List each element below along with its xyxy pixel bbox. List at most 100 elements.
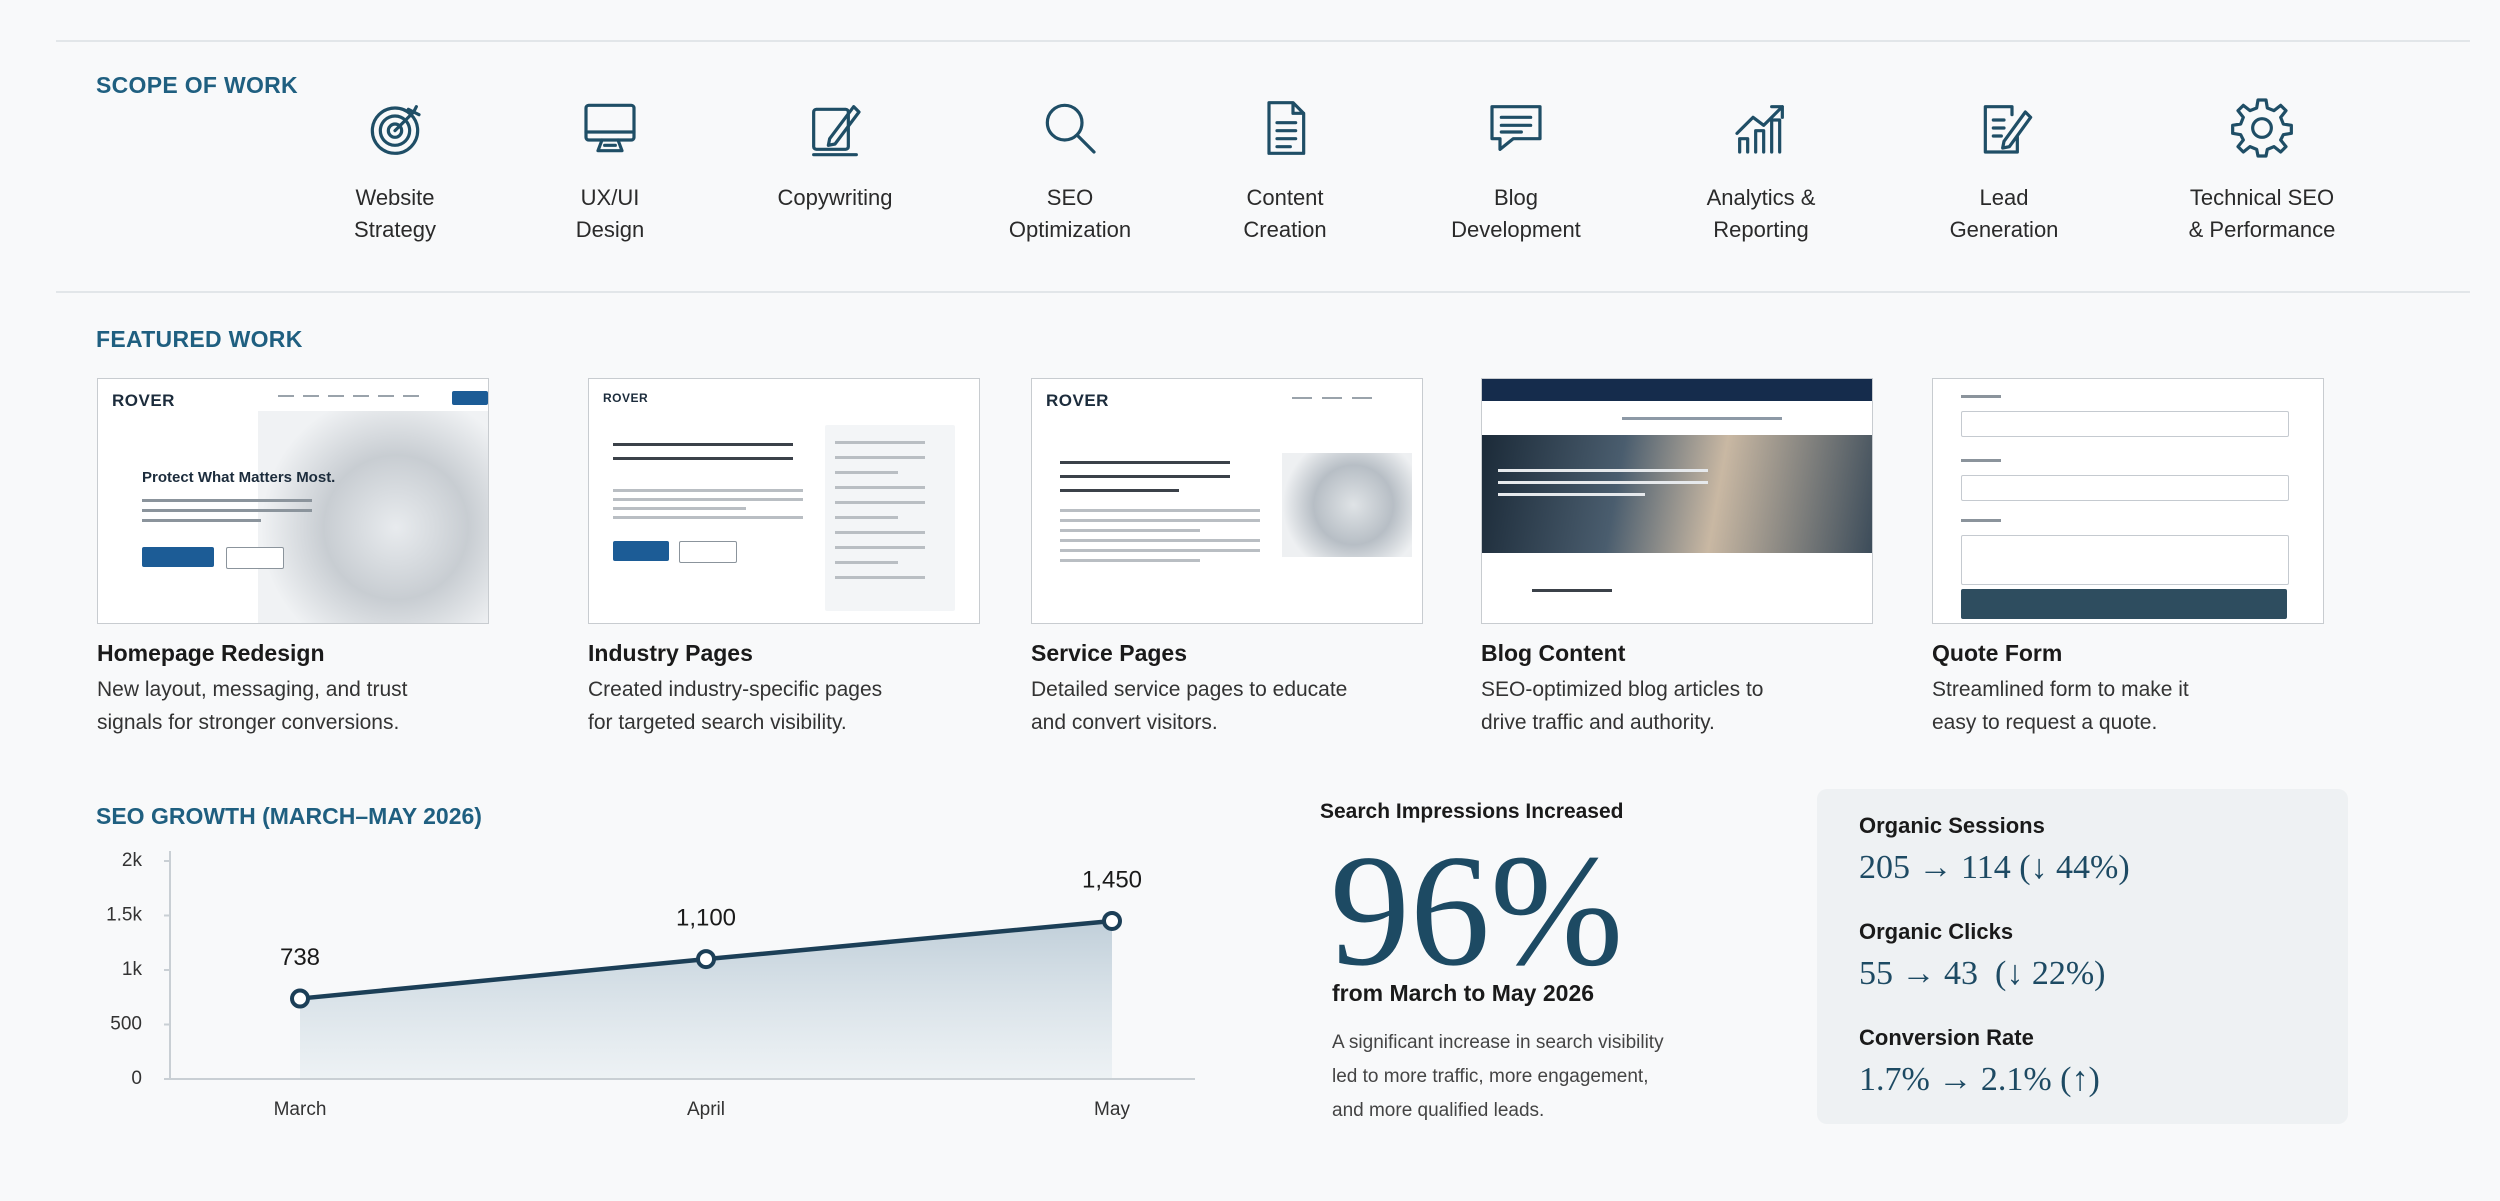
icon-shape xyxy=(2231,98,2293,158)
mock-block xyxy=(1961,535,2289,585)
value-label: 1,100 xyxy=(676,904,736,931)
scope-icon xyxy=(2231,98,2293,158)
mock-block xyxy=(835,456,925,459)
icon-shape xyxy=(812,107,850,151)
mock-block xyxy=(835,576,925,579)
work-card: ROVER Protect What Matters Most. Homepage … xyxy=(97,378,489,739)
scope-item: UX/UI Design xyxy=(470,96,750,246)
stat-value: 1.7% → 2.1% (↑) xyxy=(1859,1061,2100,1098)
scope-label-line: & Performance xyxy=(2188,217,2336,242)
scope-label: SEO Optimization xyxy=(930,182,1210,246)
value-label: 738 xyxy=(280,944,320,971)
point xyxy=(696,949,716,970)
scope-label-line: Generation xyxy=(1949,217,2059,242)
scope-label-line: UX/UI xyxy=(580,185,640,210)
work-desc: Detailed service pages to educate and con… xyxy=(1031,673,1423,739)
impressions-desc-line: and more qualified leads. xyxy=(1332,1100,1545,1121)
icon-shape xyxy=(1045,103,1084,142)
y-tick-label: 1k xyxy=(122,959,143,980)
x-tick-label: March xyxy=(274,1099,327,1120)
scope-label-line: Optimization xyxy=(1008,217,1132,242)
work-desc-line: New layout, messaging, and trust xyxy=(97,678,408,701)
scope-label-line: Blog xyxy=(1493,185,1539,210)
scope-item: Copywriting xyxy=(695,96,975,214)
thumb-logo: ROVER xyxy=(1046,391,1109,410)
mock-block xyxy=(1060,519,1260,522)
mock-block xyxy=(1352,397,1372,399)
thumbnail: ROVER xyxy=(588,378,980,624)
mock-block xyxy=(613,498,803,501)
scope-icon xyxy=(1983,105,2033,154)
icon-shape xyxy=(1983,105,2033,154)
scope-label-line: Analytics & xyxy=(1706,185,1816,210)
mock-block xyxy=(835,441,925,444)
mock-block xyxy=(1622,417,1782,420)
mock-block xyxy=(613,516,803,519)
scope-label-line: Design xyxy=(575,217,645,242)
mock-block xyxy=(1961,411,2289,437)
mock-block xyxy=(835,516,898,519)
icon-shape xyxy=(1735,105,1784,154)
chart-title: SEO GROWTH (MARCH–MAY 2026) xyxy=(96,803,482,829)
mock-block xyxy=(1060,509,1260,512)
mock-block xyxy=(328,395,344,397)
y-tick-label: 0 xyxy=(131,1068,142,1089)
work-card: Quote Form Streamlined form to make it eas… xyxy=(1932,378,2324,739)
icon-shape xyxy=(378,114,412,147)
impressions-desc-line: led to more traffic, more engagement, xyxy=(1332,1066,1649,1087)
scope-icon xyxy=(370,105,421,155)
mock-block xyxy=(835,546,925,549)
mock-block xyxy=(452,391,488,405)
scope-icon xyxy=(1045,103,1096,154)
icon-shape xyxy=(812,105,861,157)
mock-block xyxy=(226,547,284,569)
mock-block xyxy=(1961,589,2287,619)
impressions-title: Search Impressions Increased xyxy=(1320,800,1624,823)
scope-label-line: Content xyxy=(1246,185,1324,210)
scope-icon xyxy=(1267,101,1306,155)
icon-shape xyxy=(370,106,420,155)
section-title: SCOPE OF WORK xyxy=(96,72,298,98)
impressions-value: 96% xyxy=(1330,821,1624,999)
scope-label: Analytics & Reporting xyxy=(1621,182,1901,246)
stat-label: Organic Clicks xyxy=(1859,919,2014,944)
work-card: ROVER Industry Pages Created industry-spec… xyxy=(588,378,980,739)
mock-block xyxy=(1060,489,1179,492)
x-tick-label: May xyxy=(1094,1099,1130,1120)
mock-block xyxy=(303,395,319,397)
work-desc-line: easy to request a quote. xyxy=(1932,711,2158,734)
mock-block xyxy=(835,531,925,534)
mock-block xyxy=(1482,379,1872,401)
scope-icon xyxy=(1490,105,1542,151)
scope-icon xyxy=(584,103,636,153)
mock-block xyxy=(613,457,793,460)
scope-item: SEO Optimization xyxy=(930,96,1210,246)
scope-icon xyxy=(812,105,861,157)
scope-label: Lead Generation xyxy=(1864,182,2144,246)
mock-block xyxy=(142,509,312,512)
mock-block xyxy=(613,507,746,510)
mock-block xyxy=(1060,475,1230,478)
mock-block xyxy=(142,519,261,522)
impressions-period: from March to May 2026 xyxy=(1332,980,1595,1006)
icon-shape xyxy=(584,103,636,142)
work-title: Blog Content xyxy=(1481,640,1626,666)
work-title: Quote Form xyxy=(1932,640,2063,666)
thumb-logo: ROVER xyxy=(603,391,649,405)
thumb-logo: ROVER xyxy=(112,391,175,410)
work-desc-line: SEO-optimized blog articles to xyxy=(1481,678,1764,701)
scope-label-line: Reporting xyxy=(1713,217,1809,242)
mock-block xyxy=(1060,559,1200,562)
work-title: Industry Pages xyxy=(588,640,753,666)
section-title: FEATURED WORK xyxy=(96,326,303,352)
stat-value: 205 → 114 (↓ 44%) xyxy=(1859,849,2130,886)
scope-label: UX/UI Design xyxy=(470,182,750,246)
mock-block xyxy=(1961,395,2001,398)
stat-label: Organic Sessions xyxy=(1859,813,2045,838)
scope-label: Copywriting xyxy=(695,182,975,214)
icon-shape xyxy=(2251,117,2273,139)
icon-shape xyxy=(1267,101,1306,155)
mock-block xyxy=(1961,475,2289,501)
x-tick-label: April xyxy=(687,1099,725,1120)
work-desc-line: drive traffic and authority. xyxy=(1481,711,1715,734)
